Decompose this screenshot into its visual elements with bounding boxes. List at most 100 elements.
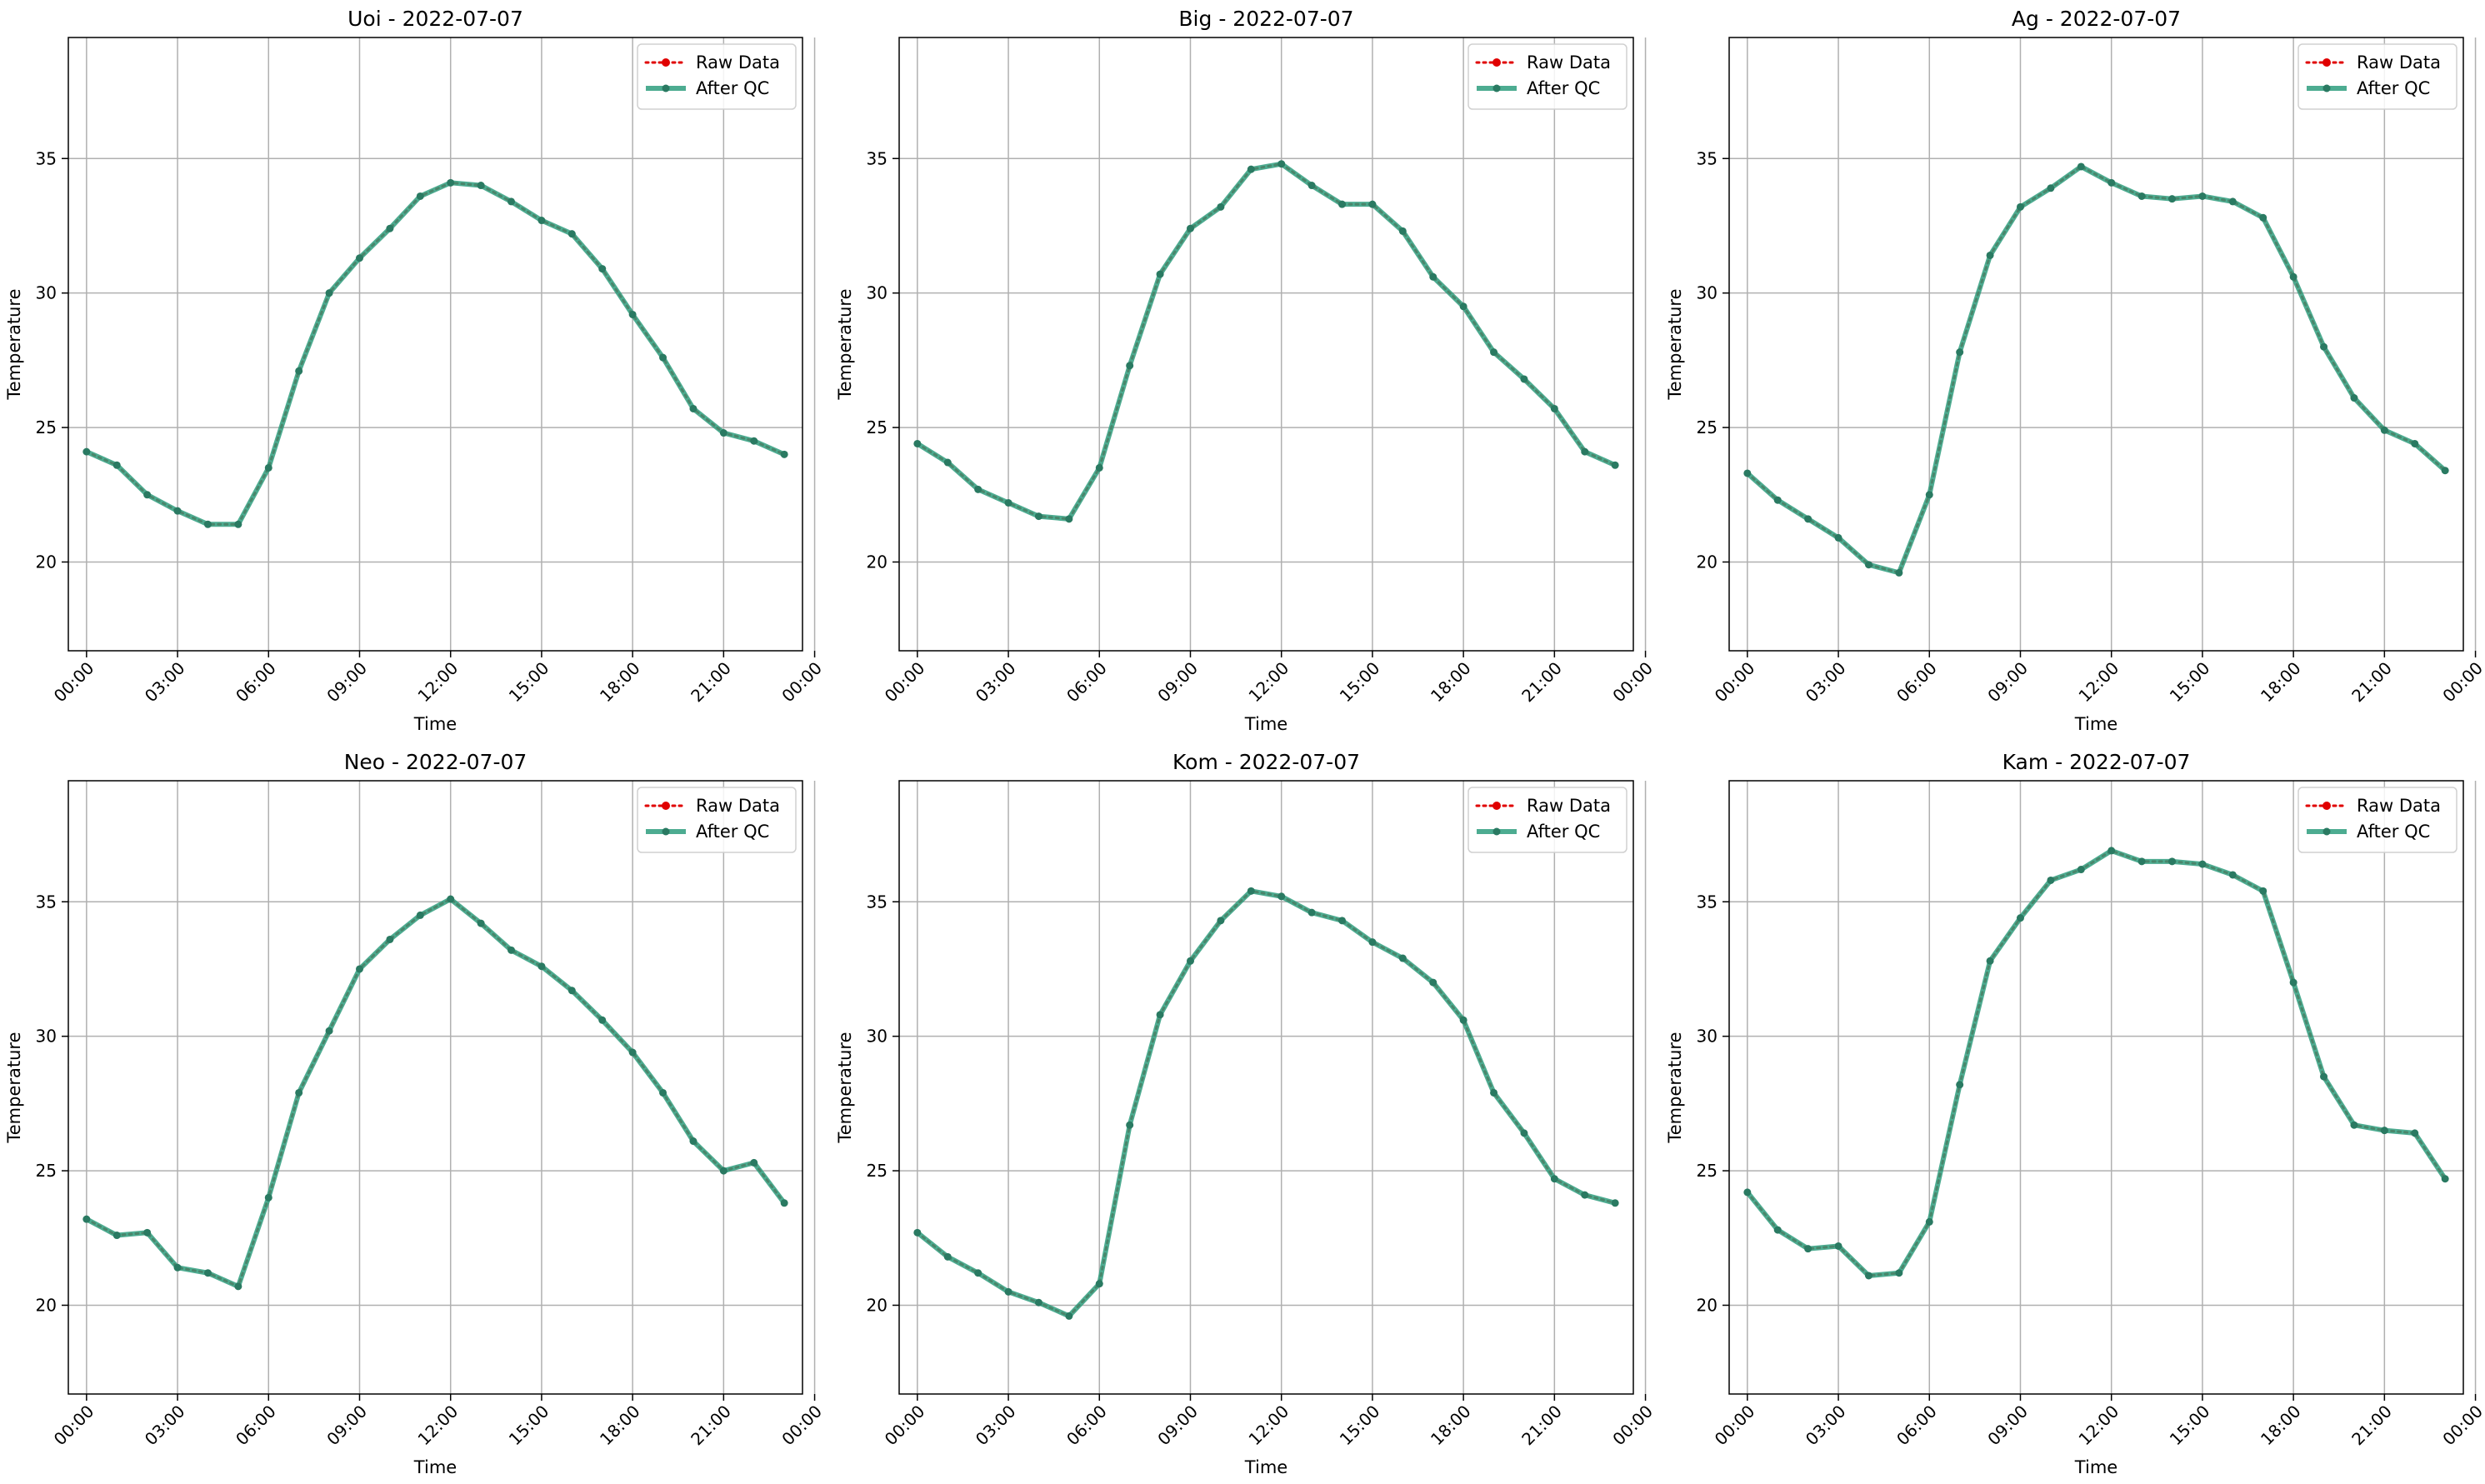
after-qc-point — [1834, 533, 1842, 542]
x-tick-label: 15:00 — [505, 658, 553, 707]
x-axis-label: Time — [413, 1457, 457, 1477]
after-qc-point — [780, 1199, 788, 1207]
after-qc-point — [2259, 213, 2268, 222]
after-qc-point — [2108, 178, 2116, 187]
series-line-raw-data — [916, 889, 1617, 1318]
legend-label: Raw Data — [2357, 796, 2441, 816]
x-tick-label: 12:00 — [2075, 658, 2123, 707]
subplot-5: 00:00 03:00 06:00 09:00 12:00 15:00 18:00 21:00… — [835, 750, 1657, 1477]
series-line-raw-data — [85, 897, 786, 1288]
x-tick-label: 21:00 — [687, 1402, 735, 1450]
after-qc-point — [295, 367, 303, 375]
series-line-after-qc — [914, 888, 1618, 1319]
after-qc-point — [508, 197, 516, 206]
after-qc-point — [1186, 224, 1194, 232]
y-tick-label: 20 — [1697, 1295, 1718, 1315]
after-qc-point — [1743, 1188, 1752, 1197]
y-tick-label: 35 — [1697, 892, 1718, 912]
after-qc-point — [2289, 978, 2298, 987]
after-qc-point — [2016, 914, 2024, 922]
y-axis-label: Temperature — [835, 288, 855, 400]
x-tick-label: 21:00 — [2348, 658, 2396, 707]
after-qc-point — [1126, 1121, 1134, 1129]
x-axis-label: Time — [1244, 714, 1288, 734]
after-qc-point — [2259, 887, 2268, 895]
legend-marker — [662, 58, 670, 67]
legend-label: Raw Data — [1527, 796, 1611, 816]
x-tick-label: 03:00 — [141, 658, 189, 707]
after-qc-point — [1308, 908, 1316, 917]
y-tick-label: 30 — [36, 283, 57, 303]
after-qc-point — [2441, 1175, 2449, 1183]
legend-label: Raw Data — [2357, 52, 2441, 72]
after-qc-point — [1065, 1312, 1073, 1320]
legend: Raw Data After QC — [1468, 787, 1628, 853]
after-qc-point — [780, 450, 788, 458]
legend-label: After QC — [696, 822, 769, 842]
x-tick-label: 00:00 — [1608, 658, 1657, 707]
after-qc-point — [598, 265, 607, 273]
x-tick-label: 15:00 — [2166, 1402, 2214, 1450]
after-qc-point — [2228, 197, 2237, 206]
after-qc-point — [477, 182, 485, 190]
after-qc-point — [2016, 202, 2024, 211]
subplot-3: 00:00 03:00 06:00 09:00 12:00 15:00 18:00 21:00… — [1665, 7, 2485, 734]
after-qc-point — [325, 1027, 333, 1035]
after-qc-point — [1095, 463, 1103, 472]
x-tick-label: 03:00 — [972, 1402, 1020, 1450]
after-qc-point — [659, 353, 668, 362]
after-qc-point — [2108, 847, 2116, 855]
after-qc-point — [1956, 1081, 1964, 1089]
after-qc-point — [943, 1252, 952, 1261]
x-tick-label: 21:00 — [1518, 1402, 1566, 1450]
after-qc-point — [2350, 1121, 2358, 1129]
y-tick-label: 35 — [867, 892, 888, 912]
legend-marker — [1492, 827, 1501, 836]
x-tick-label: 15:00 — [1336, 1402, 1384, 1450]
after-qc-point — [447, 178, 455, 187]
after-qc-point — [1278, 892, 1286, 901]
y-tick-label: 30 — [1697, 283, 1718, 303]
y-tick-label: 25 — [1697, 417, 1718, 437]
after-qc-point — [264, 1193, 272, 1202]
y-tick-label: 30 — [867, 1027, 888, 1047]
after-qc-point — [1065, 515, 1073, 523]
plot-frame — [68, 37, 803, 652]
after-qc-point — [719, 1167, 728, 1175]
after-qc-point — [82, 447, 91, 456]
chart-title: Big - 2022-07-07 — [1178, 7, 1353, 31]
after-qc-point — [1247, 887, 1255, 895]
x-tick-label: 18:00 — [2257, 1402, 2305, 1450]
legend-label: Raw Data — [696, 796, 780, 816]
legend-marker — [662, 827, 670, 836]
after-qc-point — [1156, 270, 1164, 278]
after-qc-point — [1459, 1016, 1468, 1024]
x-tick-label: 09:00 — [1983, 658, 2032, 707]
after-qc-point — [1611, 461, 1619, 469]
after-qc-point — [659, 1088, 668, 1097]
after-qc-point — [2138, 857, 2146, 866]
plot-frame — [1728, 37, 2464, 652]
after-qc-point — [719, 429, 728, 437]
y-tick-label: 30 — [1697, 1027, 1718, 1047]
legend-marker — [2322, 802, 2331, 810]
subplot-4: 00:00 03:00 06:00 09:00 12:00 15:00 18:00 21:00… — [4, 750, 826, 1477]
after-qc-point — [264, 463, 272, 472]
after-qc-point — [234, 520, 242, 528]
x-tick-label: 15:00 — [505, 1402, 553, 1450]
series-line-raw-data — [85, 181, 786, 526]
after-qc-point — [2138, 192, 2146, 200]
after-qc-point — [1925, 491, 1933, 499]
after-qc-point — [568, 230, 576, 238]
x-tick-label: 03:00 — [1802, 1402, 1850, 1450]
after-qc-point — [1338, 917, 1347, 925]
after-qc-point — [2198, 860, 2207, 868]
after-qc-point — [295, 1088, 303, 1097]
plot-frame — [68, 780, 803, 1395]
x-tick-label: 00:00 — [778, 658, 826, 707]
after-qc-point — [538, 962, 546, 971]
x-tick-label: 00:00 — [50, 658, 98, 707]
legend-marker — [1492, 802, 1501, 810]
after-qc-point — [1611, 1199, 1619, 1207]
y-tick-label: 25 — [36, 1161, 57, 1181]
